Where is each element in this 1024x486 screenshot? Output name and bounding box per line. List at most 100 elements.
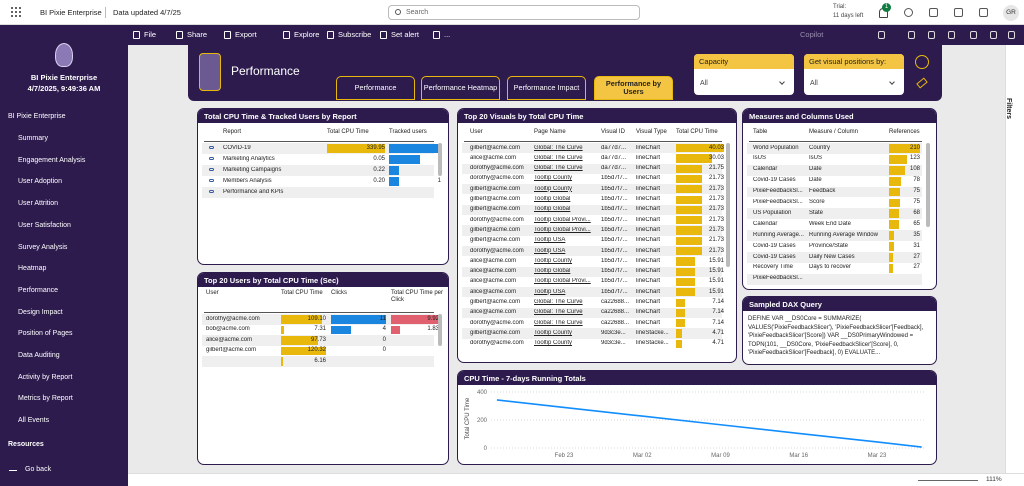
eraser-button[interactable] [916, 77, 928, 89]
cell-text[interactable]: Tooltip Global Provi... [534, 226, 591, 233]
column-header[interactable]: Total CPU Time [676, 129, 718, 135]
nav-item[interactable]: Metrics by Report [18, 395, 73, 403]
page-tab[interactable]: Performance Heatmap [421, 76, 500, 100]
nav-item[interactable]: User Adoption [18, 178, 62, 186]
toolbar-icon[interactable] [878, 31, 885, 39]
nav-back[interactable]: Go back [25, 466, 52, 473]
slicer[interactable]: Capacity All [694, 54, 794, 95]
cell-text[interactable]: Global: The Curve [534, 309, 583, 316]
page-tab[interactable]: Performance by Users [594, 76, 673, 100]
nav-item[interactable]: Heatmap [18, 265, 47, 273]
column-header[interactable]: Measure / Column [809, 129, 859, 135]
column-header[interactable]: User [206, 290, 219, 296]
column-header[interactable]: Visual ID [601, 129, 625, 135]
app-name[interactable]: BI Pixie Enterprise [40, 8, 102, 17]
cell-text[interactable]: Tooltip Global Provi... [534, 216, 591, 223]
column-header[interactable]: Tracked users [389, 129, 427, 135]
nav-resources[interactable]: Resources [8, 441, 44, 448]
toolbar-button[interactable]: File [144, 30, 157, 39]
nav-item[interactable]: Design Impact [18, 308, 63, 316]
column-header[interactable]: Total CPU Time per Click [391, 290, 444, 303]
toolbar-icon[interactable] [928, 31, 935, 39]
cell-text[interactable]: Tooltip USA [534, 247, 566, 254]
cell-text[interactable]: Tooltip Global [534, 206, 571, 213]
toolbar-icon[interactable] [948, 31, 955, 39]
column-header[interactable]: Report [223, 129, 242, 135]
settings-icon[interactable] [904, 8, 913, 17]
toolbar-button[interactable]: Explore [294, 30, 320, 39]
nav-item[interactable]: User Satisfaction [18, 221, 71, 229]
page-tab[interactable]: Performance Impact [507, 76, 586, 100]
visual-header: Total CPU Time & Tracked Users by Report [198, 109, 448, 123]
toolbar-icon[interactable] [970, 31, 977, 39]
x-tick-label: Mar 09 [711, 453, 730, 459]
toolbar-icon[interactable] [908, 31, 915, 39]
nav-item[interactable]: Summary [18, 135, 48, 142]
x-tick-label: Mar 16 [789, 453, 808, 459]
bar [331, 325, 351, 334]
help-icon[interactable] [954, 8, 963, 17]
cell-text[interactable]: Tooltip County [534, 185, 573, 192]
toolbar-button[interactable]: Share [187, 30, 208, 39]
toolbar-icon [133, 31, 140, 39]
bar [889, 231, 895, 241]
column-header[interactable]: Total CPU Time [327, 129, 369, 135]
column-header[interactable]: Page Name [534, 129, 566, 135]
toolbar-button[interactable]: ... [444, 30, 451, 39]
slicer[interactable]: Get visual positions by: All [804, 54, 904, 95]
cell-text[interactable]: Global: The Curve [534, 299, 583, 305]
app-launcher[interactable] [11, 7, 22, 18]
nav-item[interactable]: Performance [18, 286, 59, 294]
cell-text[interactable]: Tooltip Global Provi... [534, 278, 591, 285]
cell-text[interactable]: Global: The Curve [534, 154, 583, 161]
cell-text[interactable]: Tooltip USA [534, 237, 566, 244]
toolbar-icon[interactable] [990, 31, 997, 39]
column-header[interactable]: Clicks [331, 290, 347, 296]
column-header[interactable]: Table [753, 129, 768, 135]
nav-item[interactable]: Activity by Report [18, 373, 73, 381]
column-header[interactable]: Visual Type [636, 129, 667, 135]
toolbar-button[interactable]: Set alert [391, 30, 419, 39]
cell-text[interactable]: Tooltip County [534, 340, 573, 347]
cell-text: gilbert@acme.com [470, 185, 521, 192]
nav-item[interactable]: Survey Analysis [18, 243, 68, 251]
cell-text[interactable]: Tooltip County [534, 175, 573, 182]
data-updated[interactable]: Data updated 4/7/25 [113, 8, 181, 17]
back-button[interactable] [915, 55, 929, 69]
bar [676, 226, 703, 235]
cell-text[interactable]: Global: The Curve [534, 165, 583, 172]
cell-text[interactable]: Global: The Curve [534, 319, 583, 326]
bar [676, 195, 703, 204]
toolbar-icon[interactable] [1008, 31, 1015, 39]
cell-text: gilbert@acme.com [470, 196, 521, 202]
copilot-button[interactable]: Copilot [800, 30, 824, 39]
page-tab[interactable]: Performance [336, 76, 415, 100]
nav-item[interactable]: Data Auditing [18, 352, 60, 359]
toolbar-button[interactable]: Subscribe [338, 30, 372, 39]
link-icon [209, 168, 214, 171]
toolbar-icon [224, 31, 231, 39]
column-header[interactable]: User [470, 129, 483, 135]
cell-value: 68 [913, 209, 920, 216]
nav-item[interactable]: User Attrition [18, 200, 59, 208]
cell-value: 40.03 [708, 144, 724, 151]
cell-text[interactable]: Tooltip Global [534, 196, 571, 202]
avatar[interactable]: GR [1003, 5, 1019, 21]
nav-item[interactable]: Engagement Analysis [18, 156, 86, 164]
nav-section[interactable]: BI Pixie Enterprise [8, 113, 66, 120]
more-icon[interactable] [979, 8, 988, 17]
column-header[interactable]: Total CPU Time [281, 290, 323, 296]
search-box[interactable]: Search [388, 5, 640, 20]
column-header[interactable]: References [889, 129, 920, 135]
cell-text[interactable]: Tooltip County [534, 329, 573, 336]
cell-text[interactable]: Tooltip Global [534, 268, 571, 275]
nav-item[interactable]: Position of Pages [18, 330, 73, 338]
cell-text[interactable]: Tooltip USA [534, 288, 566, 295]
cell-text[interactable]: Tooltip County [534, 257, 573, 264]
nav-item[interactable]: All Events [18, 417, 50, 425]
download-icon[interactable] [929, 8, 938, 17]
filters-label[interactable]: Filters [1005, 97, 1013, 120]
dot [19, 15, 21, 17]
cell-text[interactable]: Global: The Curve [534, 144, 583, 151]
toolbar-button[interactable]: Export [235, 30, 257, 39]
